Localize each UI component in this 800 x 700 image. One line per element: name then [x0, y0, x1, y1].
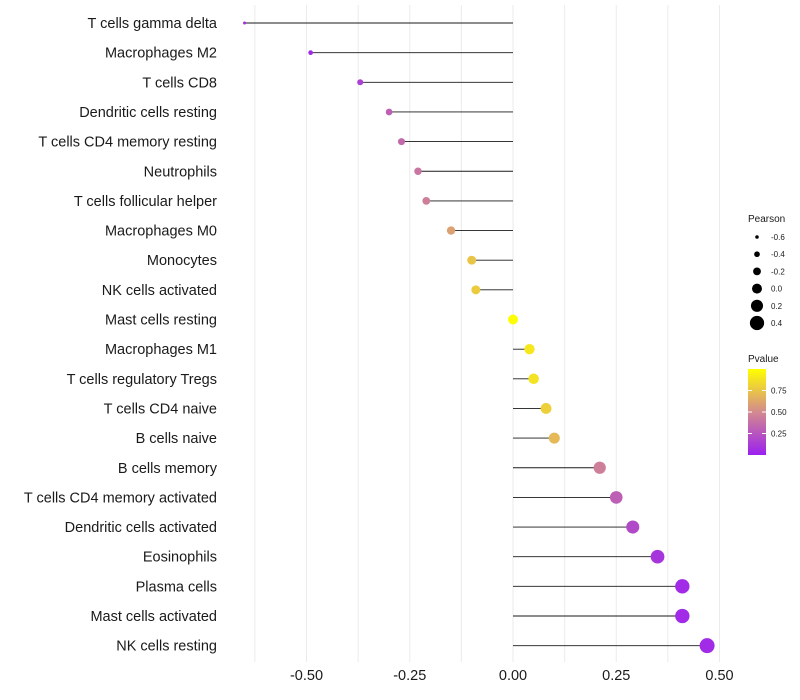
pearson-legend-label: -0.2	[771, 267, 785, 276]
lollipop-point	[467, 255, 477, 265]
x-tick-label: -0.25	[393, 668, 426, 684]
lollipop-point	[357, 79, 364, 86]
pearson-legend-key	[750, 299, 764, 312]
x-tick-label: -0.50	[290, 668, 323, 684]
lollipop-stems	[244, 22, 708, 647]
lollipop-point	[540, 403, 552, 414]
category-label: Monocytes	[147, 253, 217, 269]
category-label: NK cells resting	[116, 639, 217, 655]
grid-lines	[254, 5, 720, 662]
pvalue-colorbar	[748, 369, 766, 455]
lollipop-point	[675, 608, 690, 624]
category-labels: T cells gamma delta Macrophages M2 T cells…	[24, 16, 218, 655]
lollipop-point	[699, 638, 715, 654]
category-label: Neutrophils	[144, 164, 217, 180]
category-label: Dendritic cells resting	[79, 105, 217, 121]
pearson-legend-label: 0.0	[771, 285, 783, 294]
category-label: T cells gamma delta	[88, 16, 218, 32]
pearson-legend-label: 0.4	[771, 319, 783, 328]
pvalue-legend-label: 0.75	[771, 387, 787, 396]
lollipop-point	[508, 314, 518, 325]
pvalue-legend: Pvalue 0.75 0.50 0.25	[748, 354, 787, 455]
pvalue-legend-label: 0.25	[771, 430, 787, 439]
category-label: B cells memory	[118, 461, 218, 477]
category-label: Macrophages M2	[105, 46, 217, 62]
lollipop-point	[308, 50, 313, 56]
category-label: NK cells activated	[102, 283, 217, 299]
category-label: B cells naive	[136, 431, 217, 447]
category-label: Dendritic cells activated	[65, 520, 217, 536]
lollipop-point	[548, 432, 560, 444]
category-label: T cells regulatory Tregs	[67, 372, 217, 388]
lollipop-point	[593, 461, 606, 474]
pearson-legend-title: Pearson	[748, 214, 785, 225]
category-label: Mast cells resting	[105, 313, 217, 329]
x-tick-label: 0.25	[602, 668, 630, 684]
category-label: T cells follicular helper	[74, 194, 217, 210]
pearson-legend-key	[752, 283, 762, 294]
category-label: T cells CD4 memory activated	[24, 490, 217, 506]
pearson-legend-key	[749, 315, 765, 331]
pearson-legend-label: -0.6	[771, 233, 785, 242]
lollipop-point	[422, 197, 431, 205]
lollipop-point	[528, 373, 539, 385]
category-label: T cells CD8	[142, 75, 217, 91]
category-label: T cells CD4 naive	[104, 401, 217, 417]
pearson-legend-label: -0.4	[771, 250, 785, 259]
category-label: Eosinophils	[143, 550, 217, 566]
pearson-legend-key	[753, 267, 761, 276]
pearson-legend-key	[755, 235, 759, 239]
pvalue-legend-label: 0.50	[771, 408, 787, 417]
lollipop-point	[243, 21, 247, 25]
lollipop-points	[243, 21, 715, 654]
category-label: T cells CD4 memory resting	[38, 135, 217, 151]
pearson-legend-label: 0.2	[771, 302, 783, 311]
x-tick-label: 0.00	[499, 668, 527, 684]
pearson-legend: Pearson -0.6 -0.4 -0.2 0.0 0.2 0.4	[748, 214, 785, 331]
lollipop-point	[524, 343, 535, 355]
pearson-legend-key	[754, 251, 760, 258]
lollipop-point	[650, 549, 665, 564]
lollipop-point	[675, 579, 690, 594]
lollipop-point	[626, 520, 640, 534]
lollipop-point	[471, 285, 481, 295]
x-axis-ticks: -0.50 -0.25 0.00 0.25 0.50	[290, 668, 734, 684]
category-label: Macrophages M0	[105, 224, 217, 240]
category-label: Mast cells activated	[90, 609, 217, 625]
lollipop-point	[397, 138, 406, 146]
lollipop-point	[609, 491, 623, 504]
category-label: Macrophages M1	[105, 342, 217, 358]
lollipop-point	[385, 108, 393, 116]
category-label: Plasma cells	[136, 579, 217, 595]
pvalue-legend-title: Pvalue	[748, 354, 779, 365]
lollipop-point	[446, 226, 456, 235]
lollipop-point	[414, 167, 422, 175]
x-tick-label: 0.50	[705, 668, 733, 684]
